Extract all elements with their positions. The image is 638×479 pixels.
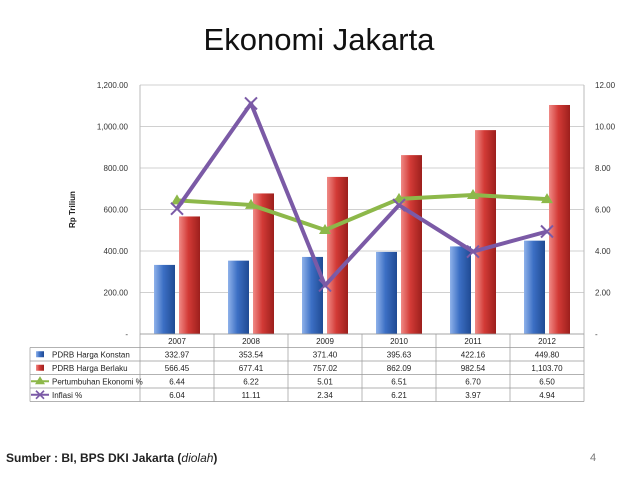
line-inflasi <box>175 101 548 288</box>
source-suffix: ) <box>213 451 218 465</box>
series-name: Inflasi % <box>52 391 82 400</box>
marker-pertumbuhan <box>541 193 553 204</box>
data-label: 982.54 <box>461 364 486 373</box>
x-tick-label: 2007 <box>168 337 186 346</box>
data-label: 353.54 <box>239 351 264 360</box>
y-tick-label: 400.00 <box>104 247 129 256</box>
marker-pertumbuhan <box>467 188 479 199</box>
bar-berlaku <box>475 130 496 334</box>
marker-inflasi <box>170 201 184 216</box>
marker-pertumbuhan <box>245 198 257 209</box>
data-label: 566.45 <box>165 364 190 373</box>
y-tick-label: 1,200.00 <box>97 81 129 90</box>
data-label: 3.97 <box>465 391 481 400</box>
bar-konstan <box>524 240 545 334</box>
y-tick-label: - <box>125 330 128 339</box>
y2-tick-label: 2.00 <box>595 289 611 298</box>
data-label: 757.02 <box>313 364 338 373</box>
marker-pertumbuhan <box>319 224 331 235</box>
bar-konstan <box>302 256 323 334</box>
y-tick-label: 800.00 <box>104 164 129 173</box>
bar-konstan <box>376 251 397 334</box>
bar-berlaku <box>327 176 348 334</box>
bar-konstan <box>228 260 249 334</box>
bar-berlaku <box>401 155 422 334</box>
series-name: PDRB Harga Berlaku <box>52 364 128 373</box>
marker-inflasi <box>244 96 258 111</box>
marker-inflasi <box>392 198 406 212</box>
y-tick-label: 1,000.00 <box>97 123 129 132</box>
source-prefix: Sumber : BI, BPS DKI Jakarta ( <box>6 451 182 465</box>
y-tick-label: 600.00 <box>104 206 129 215</box>
series-name: Pertumbuhan Ekonomi % <box>52 378 143 387</box>
bar-berlaku <box>549 104 570 335</box>
data-label: 677.41 <box>239 364 264 373</box>
bar-berlaku <box>179 216 200 334</box>
bar-berlaku <box>253 193 274 334</box>
series-name: PDRB Harga Konstan <box>52 351 130 360</box>
marker-inflasi <box>318 278 332 293</box>
legend-key-bar <box>36 351 44 358</box>
data-label: 6.21 <box>391 391 407 400</box>
source-italic: diolah <box>181 451 214 465</box>
bar-konstan <box>450 246 471 334</box>
data-label: 422.16 <box>461 351 486 360</box>
x-tick-label: 2012 <box>538 337 556 346</box>
y2-tick-label: 10.00 <box>595 123 616 132</box>
data-label: 2.34 <box>317 391 333 400</box>
legend-key-bar <box>36 364 44 371</box>
data-label: 6.70 <box>465 378 481 387</box>
marker-inflasi <box>540 224 554 239</box>
x-tick-label: 2009 <box>316 337 334 346</box>
data-label: 11.11 <box>242 391 261 400</box>
page-number: 4 <box>590 452 597 464</box>
data-label: 6.04 <box>169 391 185 400</box>
data-label: 6.51 <box>391 378 407 387</box>
data-label: 862.09 <box>387 364 412 373</box>
data-label: 1,103.70 <box>531 364 563 373</box>
data-label: 6.44 <box>169 378 185 387</box>
data-label: 6.22 <box>243 378 259 387</box>
y2-tick-label: 4.00 <box>595 247 611 256</box>
data-label: 6.50 <box>539 378 555 387</box>
marker-inflasi <box>466 244 480 259</box>
source-note: Sumber : BI, BPS DKI Jakarta (diolah) <box>6 451 217 465</box>
marker-pertumbuhan <box>393 192 405 203</box>
x-tick-label: 2008 <box>242 337 260 346</box>
x-tick-label: 2011 <box>464 337 482 346</box>
data-label: 371.40 <box>313 351 338 360</box>
data-label: 395.63 <box>387 351 412 360</box>
slide-title: Ekonomi Jakarta <box>203 22 435 57</box>
bar-konstan <box>154 264 175 334</box>
y2-tick-label: - <box>595 330 598 339</box>
y2-tick-label: 12.00 <box>595 81 616 90</box>
data-label: 5.01 <box>317 378 333 387</box>
legend-key-marker <box>35 390 45 400</box>
y2-tick-label: 8.00 <box>595 164 611 173</box>
data-label: 4.94 <box>539 391 555 400</box>
legend-key-marker <box>35 376 45 385</box>
data-label: 332.97 <box>165 351 190 360</box>
line-pertumbuhan <box>176 192 548 233</box>
x-tick-label: 2010 <box>390 337 408 346</box>
y-axis-title: Rp Triliun <box>68 191 77 228</box>
data-label: 449.80 <box>535 351 560 360</box>
y2-tick-label: 6.00 <box>595 206 611 215</box>
y-tick-label: 200.00 <box>104 289 129 298</box>
